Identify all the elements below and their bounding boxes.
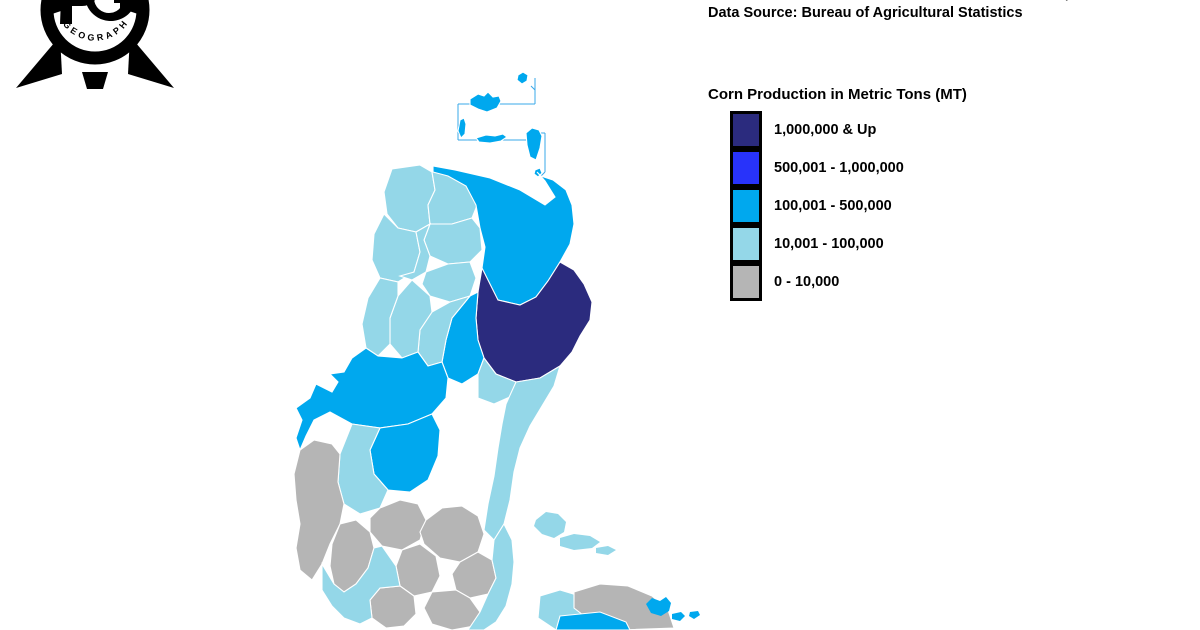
legend-row: 1,000,000 & Up (730, 111, 1108, 149)
map-legend: Corn Production in Metric Tons (MT) 1,00… (708, 86, 1108, 301)
province-pampanga (369, 499, 427, 551)
logo-ring (40, 0, 150, 65)
legend-label: 500,001 - 1,000,000 (774, 160, 904, 176)
province-cagayan (432, 165, 575, 306)
legend-row: 500,001 - 1,000,000 (730, 149, 1108, 187)
legend-title: Corn Production in Metric Tons (MT) (708, 86, 967, 103)
title-block: CORN PRODUCTION BY PROVINCE, 2012 Data S… (708, 0, 1178, 22)
logo-compass-points (16, 0, 174, 89)
province-pangasinan (295, 347, 449, 452)
legend-label: 100,001 - 500,000 (774, 198, 892, 214)
legend-row: 10,001 - 100,000 (730, 225, 1108, 263)
province-zambales (293, 439, 345, 581)
legend-swatch (730, 225, 762, 263)
islets-polillo (534, 512, 616, 555)
legend-items: 1,000,000 & Up 500,001 - 1,000,000 100,001… (730, 111, 1108, 301)
province-quezon (467, 522, 515, 630)
legend-swatch (730, 149, 762, 187)
legend-swatch (730, 111, 762, 149)
page-title: CORN PRODUCTION BY PROVINCE, 2012 (708, 0, 1178, 2)
legend-swatch (730, 263, 762, 301)
legend-label: 1,000,000 & Up (774, 122, 877, 138)
legend-row: 100,001 - 500,000 (730, 187, 1108, 225)
province-aurora (483, 364, 561, 541)
choropleth-map (293, 71, 700, 630)
province-la-union (361, 277, 399, 357)
offshore-islands (457, 71, 543, 178)
legend-label: 10,001 - 100,000 (774, 236, 884, 252)
island-bright-blue-fragment (555, 611, 631, 630)
legend-label: 0 - 10,000 (774, 274, 840, 290)
pg-geographic-logo: GEOGRAPHIC (0, 0, 190, 98)
island-boundary-lines (457, 78, 546, 177)
data-source-label: Data Source: Bureau of Agricultural Stat… (708, 5, 1023, 21)
coastal-strip-south (321, 545, 401, 625)
province-kalinga (423, 217, 483, 265)
legend-swatch (730, 187, 762, 225)
logo-monogram (60, 0, 132, 24)
legend-row: 0 - 10,000 (730, 263, 1108, 301)
islets-right (646, 597, 700, 621)
province-abra (398, 222, 432, 281)
